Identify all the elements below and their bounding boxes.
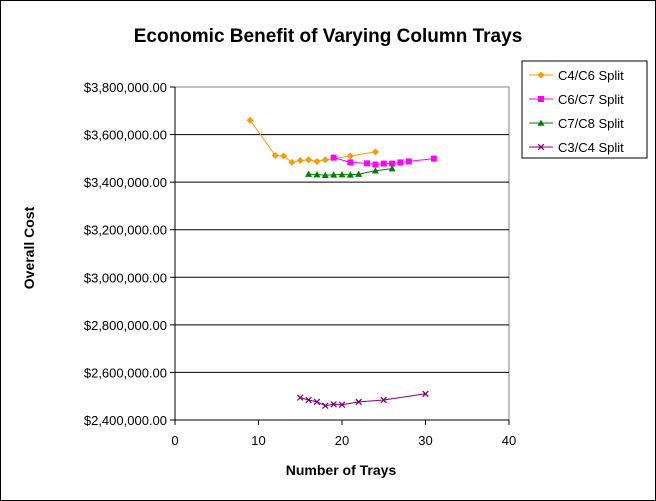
data-point — [371, 167, 379, 174]
x-tick-label: 0 — [171, 433, 178, 448]
data-point — [388, 165, 396, 172]
legend-marker — [537, 119, 545, 126]
data-point — [313, 398, 321, 406]
data-point — [380, 396, 388, 404]
data-point — [296, 156, 304, 164]
data-point — [330, 401, 337, 408]
legend: C4/C6 Split C6/C7 Split C7/C8 Split C3/C4 S… — [521, 60, 648, 159]
x-tick-label: 20 — [335, 433, 349, 448]
data-point — [347, 159, 354, 166]
data-point — [355, 170, 363, 177]
data-point — [246, 116, 254, 124]
legend-item: C7/C8 Split — [529, 116, 624, 131]
data-point — [288, 158, 296, 166]
data-point — [371, 148, 379, 156]
legend-marker — [537, 143, 545, 151]
data-point — [280, 152, 288, 160]
legend-marker — [537, 71, 545, 79]
y-tick-label: $3,400,000.00 — [84, 175, 167, 190]
series-c6-c7-split — [330, 154, 437, 168]
data-point — [372, 161, 379, 168]
data-point — [380, 160, 387, 167]
data-point — [330, 154, 337, 161]
data-point — [321, 156, 329, 164]
data-point — [346, 152, 354, 160]
y-tick-label: $2,600,000.00 — [84, 365, 167, 380]
data-point — [313, 171, 321, 178]
data-point — [338, 401, 346, 409]
legend-label: C4/C6 Split — [558, 68, 624, 83]
x-tick-label: 10 — [251, 433, 265, 448]
data-point — [305, 170, 313, 177]
legend-item: C4/C6 Split — [529, 68, 624, 83]
series-layer — [246, 116, 437, 409]
series-line — [249, 120, 376, 163]
y-tick-label: $3,800,000.00 — [84, 80, 167, 95]
y-axis-title: Overall Cost — [21, 206, 37, 289]
series-c3-c4-split — [296, 390, 429, 409]
data-point — [322, 402, 329, 409]
data-point — [296, 394, 304, 401]
plot-area — [174, 86, 510, 421]
data-point — [330, 171, 338, 178]
data-point — [346, 171, 354, 178]
data-point — [338, 171, 346, 178]
y-tick-label: $3,200,000.00 — [84, 223, 167, 238]
data-point — [355, 398, 362, 406]
data-point — [397, 159, 404, 166]
data-point — [430, 155, 437, 162]
y-tick-label: $3,600,000.00 — [84, 128, 167, 143]
data-point — [405, 158, 412, 165]
gridlines — [175, 134, 509, 373]
y-tick-label: $3,000,000.00 — [84, 270, 167, 285]
data-point — [389, 160, 396, 167]
y-tick-label: $2,400,000.00 — [84, 413, 167, 428]
data-point — [271, 152, 279, 160]
data-point — [321, 171, 329, 179]
legend-box — [521, 60, 648, 159]
axes: $2,400,000.00 $2,600,000.00 $2,800,000.00 $… — [84, 80, 516, 448]
data-point — [305, 156, 313, 164]
legend-label: C6/C7 Split — [558, 92, 624, 107]
y-tick-label: $2,800,000.00 — [84, 318, 167, 333]
legend-label: C3/C4 Split — [558, 140, 624, 155]
x-tick-label: 30 — [418, 433, 432, 448]
data-point — [305, 396, 312, 404]
data-point — [364, 160, 371, 167]
series-c4-c6-split — [246, 116, 379, 166]
x-axis-title: Number of Trays — [286, 462, 397, 478]
series-c7-c8-split — [305, 165, 396, 179]
legend-marker — [538, 96, 544, 102]
x-tick-label: 40 — [502, 433, 516, 448]
data-point — [422, 390, 429, 398]
legend-label: C7/C8 Split — [558, 116, 624, 131]
data-point — [313, 157, 321, 165]
legend-item: C6/C7 Split — [529, 92, 624, 107]
chart-title: Economic Benefit of Varying Column Trays — [134, 26, 523, 47]
legend-item: C3/C4 Split — [529, 140, 624, 155]
